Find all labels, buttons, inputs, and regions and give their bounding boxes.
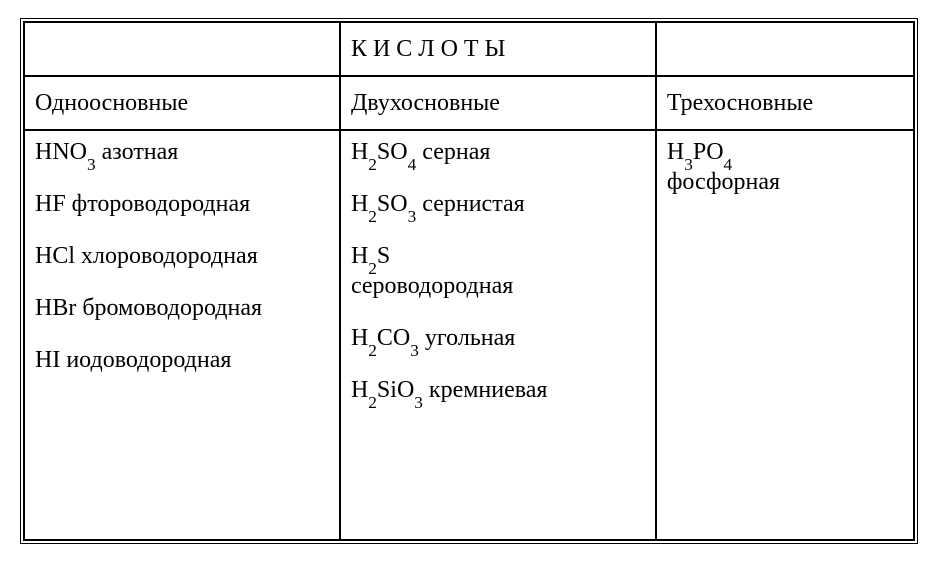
acid-entry: HF фтороводородная [35, 189, 329, 219]
category-cell-2: Трехосновные [656, 76, 914, 130]
acid-entry: H2Sсероводородная [351, 241, 645, 301]
category-cell-0: Одноосновные [24, 76, 340, 130]
acid-entry: H2CO3 угольная [351, 323, 645, 353]
acid-entry: H2SiO3 кремниевая [351, 375, 645, 405]
acid-entry: H2SO4 серная [351, 137, 645, 167]
body-cell-0: HNO3 азотная HF фтороводородная HCl хлоров… [24, 130, 340, 540]
title-cell-1: К И С Л О Т Ы [340, 22, 656, 76]
page: { "styling": { "font_family": "Times New… [0, 0, 938, 562]
title-cell-2 [656, 22, 914, 76]
acid-entry: H2SO3 сернистая [351, 189, 645, 219]
body-row: HNO3 азотная HF фтороводородная HCl хлоров… [24, 130, 914, 540]
category-cell-1: Двухосновные [340, 76, 656, 130]
acid-entry: HBr бромоводородная [35, 293, 329, 323]
acids-table: К И С Л О Т Ы Одноосновные Двухосновные … [20, 18, 918, 544]
acid-entry: HCl хлороводородная [35, 241, 329, 271]
acid-entry: HI иодоводородная [35, 345, 329, 375]
acid-entry: HNO3 азотная [35, 137, 329, 167]
category-row: Одноосновные Двухосновные Трехосновные [24, 76, 914, 130]
body-cell-1: H2SO4 серная H2SO3 сернистая H2Sсероводоро… [340, 130, 656, 540]
title-cell-0 [24, 22, 340, 76]
body-cell-2: H3PO4фосфорная [656, 130, 914, 540]
title-row: К И С Л О Т Ы [24, 22, 914, 76]
acid-entry: H3PO4фосфорная [667, 137, 903, 197]
